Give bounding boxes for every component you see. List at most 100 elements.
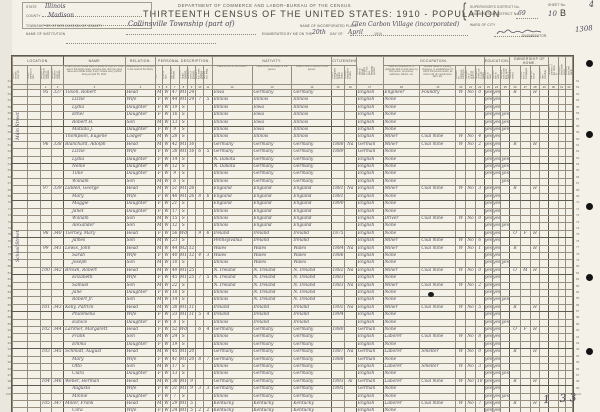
- census-cell: [539, 96, 550, 105]
- census-cell: [564, 163, 574, 172]
- age-column-header: Age at last birthday.: [169, 65, 180, 85]
- census-cell: Son: [124, 118, 157, 128]
- census-cell: [529, 340, 541, 350]
- census-cell: [195, 103, 205, 113]
- census-cell: [39, 200, 52, 209]
- census-cell: [195, 296, 205, 305]
- census-cell: [203, 363, 213, 372]
- census-cell: M: [155, 88, 164, 98]
- census-cell: 26: [186, 185, 197, 194]
- state-label: STATE: [26, 5, 37, 9]
- census-cell: [186, 222, 197, 231]
- census-cell: [343, 311, 357, 320]
- census-cell: Illinois: [211, 126, 253, 135]
- census-cell: [539, 311, 550, 320]
- census-row: Alexander Son M W 12 S Illinois England England E…: [11, 222, 574, 231]
- census-cell: Ireland: [211, 311, 253, 320]
- census-cell: [27, 348, 41, 357]
- census-cell: [548, 311, 559, 320]
- census-cell: [509, 126, 521, 135]
- census-cell: [27, 185, 41, 194]
- census-cell: [519, 377, 531, 387]
- occupation-group-header: OCCUPATION.: [382, 56, 485, 66]
- census-cell: [27, 274, 41, 283]
- census-cell: [203, 207, 213, 216]
- census-cell: [195, 222, 205, 231]
- census-cell: 2: [474, 281, 485, 290]
- census-cell: [564, 126, 574, 135]
- census-cell: [539, 200, 550, 209]
- census-cell: [27, 111, 41, 120]
- census-cell: [186, 237, 197, 246]
- census-cell: yes: [483, 155, 494, 165]
- census-cell: English: [355, 126, 384, 135]
- census-cell: M: [155, 185, 164, 194]
- census-cell: [11, 140, 29, 150]
- census-cell: [195, 155, 205, 165]
- census-cell: Illinois: [211, 214, 253, 224]
- census-cell: [419, 259, 457, 268]
- census-cell: [39, 207, 52, 216]
- census-cell: [557, 155, 566, 165]
- census-row: 97 339 Liddell, George Head M W 51 M1 26 England E…: [11, 185, 574, 194]
- census-cell: [50, 259, 65, 268]
- census-cell: [195, 170, 205, 179]
- census-cell: 9: [169, 170, 180, 179]
- column-number-row: 1 2 3 4 5 6 7 8 9 10 11 12 13 14 15 16 17 18 19 20 21 22 23 24 2…: [11, 84, 574, 90]
- census-cell: [455, 111, 467, 120]
- census-cell: H: [529, 244, 541, 253]
- census-cell: [474, 118, 485, 128]
- census-cell: F: [155, 325, 164, 335]
- census-cell: S: [178, 237, 188, 246]
- census-cell: Germany: [291, 363, 333, 372]
- census-cell: yes: [483, 377, 494, 387]
- census-cell: Daughter: [124, 163, 157, 172]
- census-cell: [548, 140, 559, 150]
- census-cell: [186, 200, 197, 209]
- census-cell: 9: [186, 385, 197, 394]
- census-cell: 10: [169, 259, 180, 268]
- census-cell: [39, 103, 52, 113]
- census-cell: [186, 392, 197, 402]
- census-cell: [557, 288, 566, 298]
- census-cell: [27, 222, 41, 231]
- census-cell: [539, 214, 550, 224]
- census-cell: [564, 259, 574, 268]
- census-cell: 95: [39, 88, 52, 98]
- census-cell: [465, 155, 476, 165]
- census-cell: F: [155, 385, 164, 394]
- census-cell: [474, 385, 485, 394]
- census-cell: [465, 288, 476, 298]
- census-cell: Daughter: [124, 111, 157, 120]
- census-cell: England: [211, 192, 253, 202]
- census-cell: [564, 407, 574, 412]
- ownership-group-header: OWNERSHIP OF HOME.: [509, 56, 550, 66]
- census-cell: Son: [124, 222, 157, 231]
- census-cell: M: [155, 348, 164, 357]
- census-cell: yes: [500, 392, 511, 402]
- census-cell: F: [155, 200, 164, 209]
- enumerator-label: ENUMERATOR.: [522, 34, 548, 38]
- census-cell: [331, 296, 345, 305]
- census-cell: 1892: [331, 303, 345, 313]
- census-cell: 2: [474, 140, 485, 150]
- census-cell: [331, 126, 345, 135]
- census-cell: [50, 407, 65, 412]
- census-cell: Eunice: [63, 318, 126, 328]
- census-cell: [331, 96, 345, 105]
- state-county-box: [22, 2, 152, 29]
- census-cell: [539, 407, 550, 412]
- census-row: Cora Wife F W 24 M1 5 2 2 Kentucky Kentucky Kentuck…: [11, 407, 574, 412]
- census-cell: [539, 385, 550, 394]
- census-cell: [509, 296, 521, 305]
- census-cell: [11, 177, 29, 187]
- census-cell: [39, 385, 52, 394]
- census-cell: Wd: [178, 325, 188, 335]
- census-cell: [50, 385, 65, 394]
- census-cell: [11, 163, 29, 172]
- census-cell: [203, 170, 213, 179]
- census-cell: [465, 207, 476, 216]
- census-cell: None: [382, 318, 421, 328]
- census-cell: [419, 96, 457, 105]
- census-cell: M2: [178, 244, 188, 253]
